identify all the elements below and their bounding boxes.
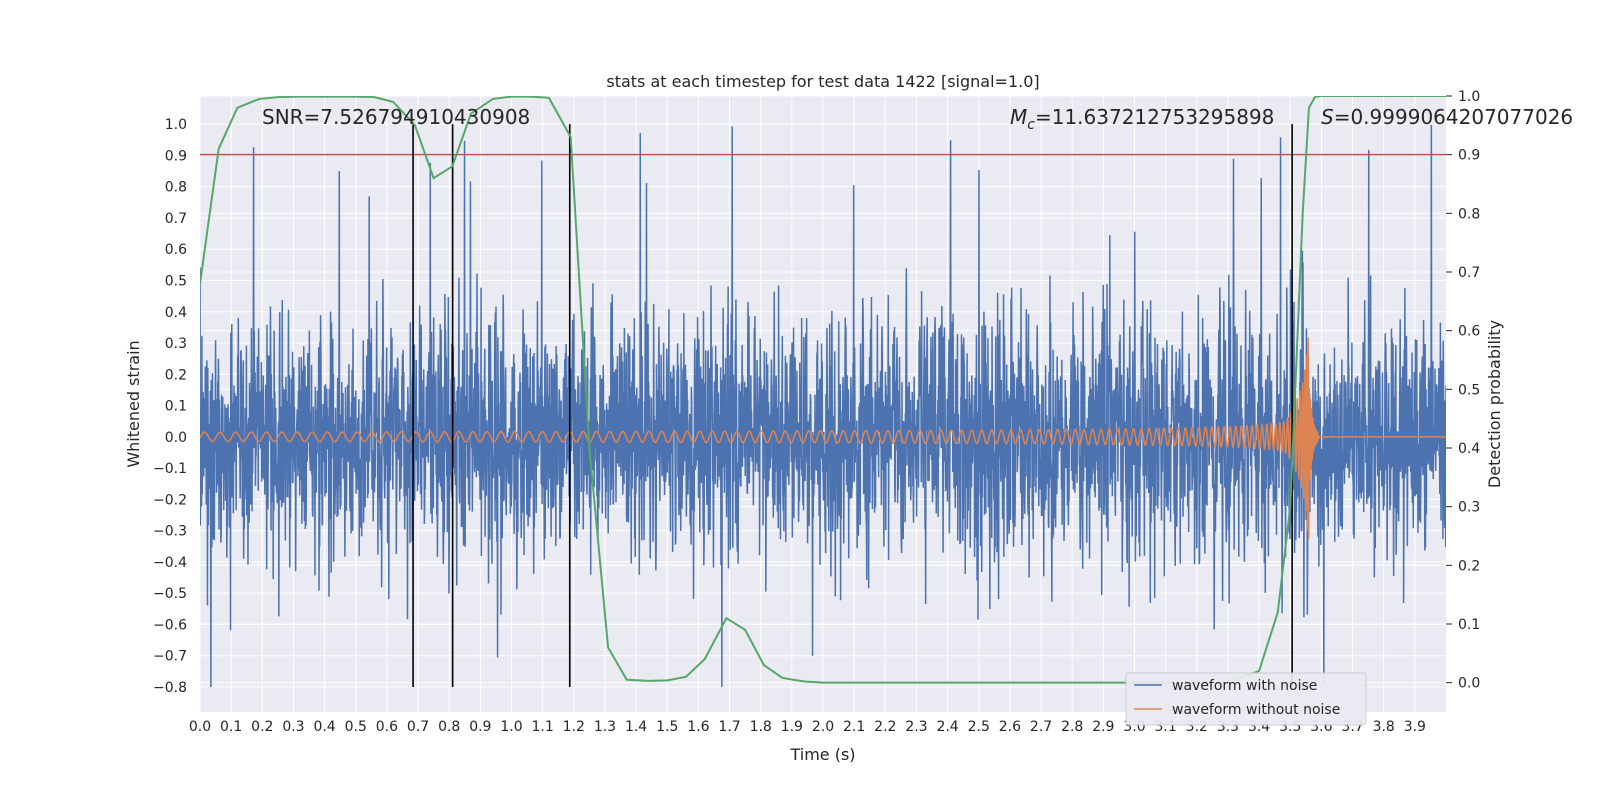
y-tick-label: 0.0: [165, 430, 187, 446]
x-axis-label: Time (s): [789, 745, 855, 764]
y-tick-label: −0.4: [153, 555, 187, 571]
vline-layer: [412, 124, 1293, 687]
x-tick-label: 3.8: [1373, 719, 1395, 735]
y-axis-label: Whitened strain: [124, 340, 143, 467]
s-annotation: S=0.9999064207077026: [1321, 105, 1573, 129]
y-tick-label: −0.7: [153, 649, 187, 665]
x-tick-label: 0.7: [407, 719, 429, 735]
x-tick-label: 0.0: [189, 719, 211, 735]
y-tick-label: 1.0: [165, 117, 187, 133]
mc-symbol: M: [1010, 105, 1027, 129]
x-tick-label: 2.9: [1092, 719, 1114, 735]
x-tick-label: 0.5: [345, 719, 367, 735]
y-tick-label: 0.7: [165, 211, 187, 227]
snr-annotation: SNR=7.526794910430908: [262, 105, 530, 129]
x-tick-label: 1.9: [781, 719, 803, 735]
legend: waveform with noise waveform without noi…: [1125, 672, 1367, 726]
mc-value: =11.637212753295898: [1035, 105, 1274, 129]
y2-tick-labels: 1.0 0.9 0.8 0.7 0.6 0.5 0.4 0.3 0.2 0.1 0.0: [1446, 89, 1480, 692]
s-symbol: S: [1321, 105, 1334, 129]
y-tick-label: −0.1: [153, 461, 187, 477]
mc-subscript: c: [1027, 117, 1035, 133]
y2-axis-label: Detection probability: [1485, 320, 1504, 488]
x-tick-label: 2.6: [999, 719, 1021, 735]
x-tick-label: 2.0: [812, 719, 834, 735]
y2-tick-label: 0.9: [1458, 148, 1480, 164]
x-tick-label: 1.3: [594, 719, 616, 735]
y2-tick-label: 0.0: [1458, 676, 1480, 692]
y-tick-label: 0.9: [165, 148, 187, 164]
chart-title: stats at each timestep for test data 142…: [606, 72, 1039, 91]
x-tick-label: 2.7: [1030, 719, 1052, 735]
x-tick-label: 0.2: [251, 719, 273, 735]
y2-tick-label: 1.0: [1458, 89, 1480, 105]
y-tick-label: −0.5: [153, 586, 187, 602]
y2-tick-label: 0.4: [1458, 441, 1480, 457]
s-value: =0.9999064207077026: [1334, 105, 1573, 129]
x-tick-label: 1.6: [687, 719, 709, 735]
detection-probability-series: [200, 96, 1446, 684]
noise-trace: [200, 124, 1446, 687]
x-tick-label: 0.8: [438, 719, 460, 735]
mc-annotation: Mc=11.637212753295898: [1010, 105, 1274, 133]
y2-tick-label: 0.5: [1458, 382, 1480, 398]
legend-box: [1125, 672, 1367, 726]
x-tick-label: 1.0: [500, 719, 522, 735]
y2-tick-label: 0.2: [1458, 558, 1480, 574]
x-tick-label: 2.3: [905, 719, 927, 735]
x-tick-label: 0.3: [282, 719, 304, 735]
waveform-without-noise-series: [200, 337, 1446, 540]
x-tick-label: 1.5: [656, 719, 678, 735]
x-tick-label: 1.8: [750, 719, 772, 735]
x-tick-label: 0.9: [469, 719, 491, 735]
x-tick-label: 3.9: [1404, 719, 1426, 735]
y-tick-label: 0.3: [165, 336, 187, 352]
signal-trace: [200, 337, 1446, 540]
y-tick-label: −0.3: [153, 524, 187, 540]
x-tick-label: 1.7: [718, 719, 740, 735]
y2-tick-label: 0.6: [1458, 324, 1480, 340]
waveform-with-noise-series: [200, 124, 1446, 687]
y2-tick-label: 0.8: [1458, 206, 1480, 222]
y-tick-label: −0.2: [153, 492, 187, 508]
y-tick-label: 0.4: [165, 305, 187, 321]
y-tick-label: 0.5: [165, 273, 187, 289]
x-tick-label: 1.2: [563, 719, 585, 735]
legend-noise-label: waveform with noise: [1172, 678, 1317, 694]
x-tick-label: 0.4: [313, 719, 335, 735]
y-tick-label: 0.1: [165, 399, 187, 415]
legend-signal-label: waveform without noise: [1172, 702, 1340, 718]
x-tick-label: 2.4: [936, 719, 958, 735]
probability-trace: [200, 96, 1446, 684]
x-tick-label: 1.1: [532, 719, 554, 735]
y2-tick-label: 0.1: [1458, 617, 1480, 633]
x-tick-label: 0.1: [220, 719, 242, 735]
y2-tick-label: 0.7: [1458, 265, 1480, 281]
x-tick-label: 2.2: [874, 719, 896, 735]
x-tick-label: 0.6: [376, 719, 398, 735]
y-tick-labels: 1.0 0.9 0.8 0.7 0.6 0.5 0.4 0.3 0.2 0.1 0.0 −0.1 −0.…: [153, 117, 187, 696]
x-tick-label: 2.5: [968, 719, 990, 735]
y-tick-label: −0.6: [153, 617, 187, 633]
y-tick-label: 0.6: [165, 242, 187, 258]
x-tick-label: 1.4: [625, 719, 647, 735]
y-tick-label: 0.8: [165, 180, 187, 196]
x-tick-label: 2.8: [1061, 719, 1083, 735]
y2-tick-label: 0.3: [1458, 500, 1480, 516]
y-tick-label: 0.2: [165, 367, 187, 383]
y-tick-label: −0.8: [153, 680, 187, 696]
x-tick-label: 2.1: [843, 719, 865, 735]
